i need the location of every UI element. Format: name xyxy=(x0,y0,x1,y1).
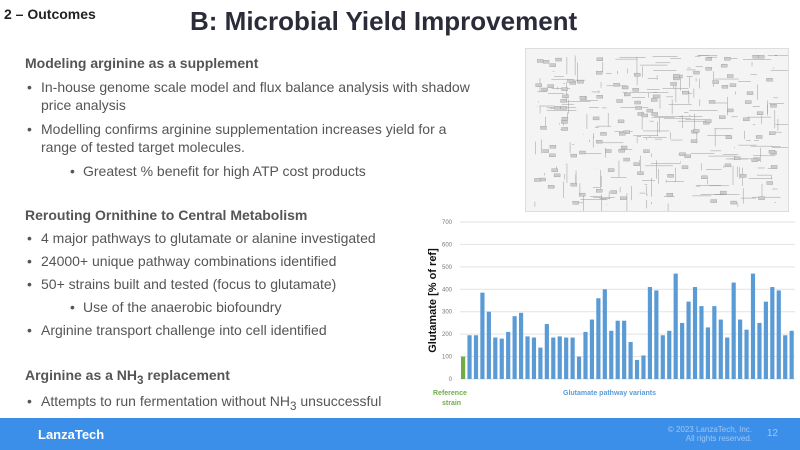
variant-bar xyxy=(570,337,575,379)
variant-bar xyxy=(551,337,556,379)
y-tick-label: 700 xyxy=(442,220,453,226)
bullet: Arginine transport challenge into cell i… xyxy=(25,321,425,339)
variant-bar xyxy=(493,337,498,379)
variant-bar xyxy=(615,320,620,379)
variant-bar xyxy=(506,331,511,379)
lanzatech-logo: LanzaTech xyxy=(38,427,105,442)
reference-strain-label: Reference xyxy=(433,390,467,397)
block-arginine-supplement: Modeling arginine as a supplement In-hou… xyxy=(25,54,485,180)
heading: Rerouting Ornithine to Central Metabolis… xyxy=(25,207,308,223)
sub-bullet: Use of the anaerobic biofoundry xyxy=(25,298,425,316)
variant-bar xyxy=(538,347,543,379)
variant-bar xyxy=(738,319,743,379)
variant-bar xyxy=(667,330,672,379)
y-tick-label: 400 xyxy=(442,287,453,293)
variant-bar xyxy=(692,287,698,379)
y-axis-label: Glutamate [% of ref] xyxy=(427,248,439,353)
variant-bar xyxy=(783,335,788,379)
bullet: Attempts to run fermentation without NH3… xyxy=(25,392,425,416)
variant-bar xyxy=(725,337,730,379)
variant-bar xyxy=(712,306,717,379)
reference-strain-label: strain xyxy=(442,400,461,407)
section-label: 2 – Outcomes xyxy=(4,6,96,22)
variant-bar xyxy=(686,301,691,379)
footer: LanzaTech © 2023 LanzaTech, Inc. All righ… xyxy=(0,418,800,450)
copyright: © 2023 LanzaTech, Inc. All rights reserve… xyxy=(667,425,752,443)
y-tick-label: 100 xyxy=(442,355,453,361)
variant-bar xyxy=(757,322,762,379)
variant-bar xyxy=(731,282,736,379)
block-ornithine: Rerouting Ornithine to Central Metabolis… xyxy=(25,206,425,339)
variant-bar xyxy=(583,331,588,379)
variants-label: Glutamate pathway variants xyxy=(563,390,656,397)
variant-bar xyxy=(557,336,562,379)
variant-bar xyxy=(473,335,479,379)
variant-bar xyxy=(564,337,569,379)
variant-bar xyxy=(673,273,678,379)
variant-bar xyxy=(518,312,524,379)
y-tick-label: 200 xyxy=(442,332,453,338)
glutamate-bar-chart: 0 100 200 300 400 500 600 700 Glutamate [% of re… xyxy=(427,220,795,407)
y-tick-label: 0 xyxy=(449,377,453,383)
y-tick-label: 300 xyxy=(442,310,453,316)
variant-bar xyxy=(750,273,756,379)
variant-bar xyxy=(763,301,768,379)
sub-bullet: Greatest % benefit for high ATP cost pro… xyxy=(25,162,485,180)
variant-bar xyxy=(596,298,601,379)
heading: Modeling arginine as a supplement xyxy=(25,55,259,71)
variant-bar xyxy=(589,319,595,379)
variant-bar xyxy=(647,287,653,379)
metabolic-network-image xyxy=(525,48,800,221)
variant-bar xyxy=(628,341,633,379)
variant-bar xyxy=(654,290,659,379)
variant-bar xyxy=(622,320,627,379)
bullet: 50+ strains built and tested (focus to g… xyxy=(25,275,425,293)
y-tick-label: 600 xyxy=(442,242,453,248)
bullet: In-house genome scale model and flux bal… xyxy=(25,78,485,114)
slide-title: B: Microbial Yield Improvement xyxy=(190,6,578,36)
variant-bar xyxy=(770,287,775,379)
variant-bar xyxy=(699,306,704,379)
variant-bar xyxy=(544,324,549,379)
variant-bar xyxy=(525,336,530,379)
y-tick-label: 500 xyxy=(442,265,453,271)
bullet: 24000+ unique pathway combinations ident… xyxy=(25,252,425,270)
heading: Arginine as a NH3 replacement xyxy=(25,367,230,387)
variant-bar xyxy=(776,290,781,379)
block-nh3: Arginine as a NH3 replacement Attempts t… xyxy=(25,366,425,416)
variant-bar xyxy=(602,289,607,379)
bullet: Modelling confirms arginine supplementat… xyxy=(25,120,485,156)
variant-bar xyxy=(499,338,504,379)
variant-bar xyxy=(641,355,646,379)
variant-bar xyxy=(789,330,794,379)
variant-bar xyxy=(480,292,485,379)
variant-bar xyxy=(718,319,723,379)
variant-bar xyxy=(486,311,491,379)
reference-bar xyxy=(461,356,466,379)
variant-bar xyxy=(467,335,472,379)
variant-bar xyxy=(705,327,710,379)
variant-bar xyxy=(634,359,640,379)
variant-bar xyxy=(744,329,749,379)
variant-bar xyxy=(576,356,582,379)
variant-bar xyxy=(660,335,665,379)
variant-bar xyxy=(531,337,537,379)
variant-bar xyxy=(609,330,614,379)
variant-bar xyxy=(512,316,517,379)
bullet: 4 major pathways to glutamate or alanine… xyxy=(25,229,425,247)
page-number: 12 xyxy=(766,428,778,439)
variant-bar xyxy=(680,322,685,379)
